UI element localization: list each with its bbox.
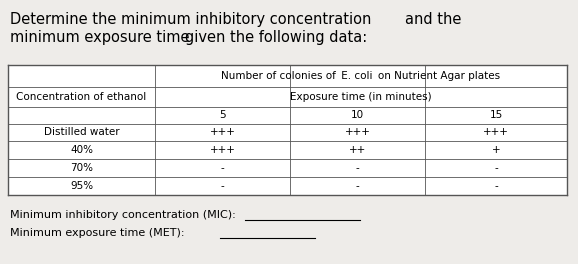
Text: -: - [355,181,360,191]
Text: +++: +++ [483,128,509,138]
Text: Number of colonies of  E. coli  on Nutrient Agar plates: Number of colonies of E. coli on Nutrien… [221,71,501,81]
Text: 10: 10 [351,110,364,120]
Text: and the: and the [405,12,461,27]
Text: ++: ++ [349,145,366,155]
Text: Minimum inhibitory concentration (MIC):: Minimum inhibitory concentration (MIC): [10,210,239,220]
Text: -: - [221,181,224,191]
Text: +++: +++ [344,128,370,138]
Text: given the following data:: given the following data: [185,30,367,45]
Text: minimum exposure time: minimum exposure time [10,30,190,45]
Text: -: - [494,181,498,191]
Text: Determine the minimum inhibitory concentration: Determine the minimum inhibitory concent… [10,12,372,27]
Text: 40%: 40% [70,145,93,155]
Text: Minimum exposure time (MET):: Minimum exposure time (MET): [10,228,188,238]
Text: 5: 5 [219,110,226,120]
Text: +: + [492,145,501,155]
Bar [8,65,567,195]
Text: 15: 15 [490,110,503,120]
Text: 70%: 70% [70,163,93,173]
Text: -: - [355,163,360,173]
Text: Distilled water: Distilled water [44,128,119,138]
Text: Concentration of ethanol: Concentration of ethanol [16,92,147,102]
Text: +++: +++ [210,128,235,138]
Text: Exposure time (in minutes): Exposure time (in minutes) [290,92,432,102]
Text: +++: +++ [210,145,235,155]
Text: -: - [221,163,224,173]
Text: -: - [494,163,498,173]
Text: 95%: 95% [70,181,93,191]
